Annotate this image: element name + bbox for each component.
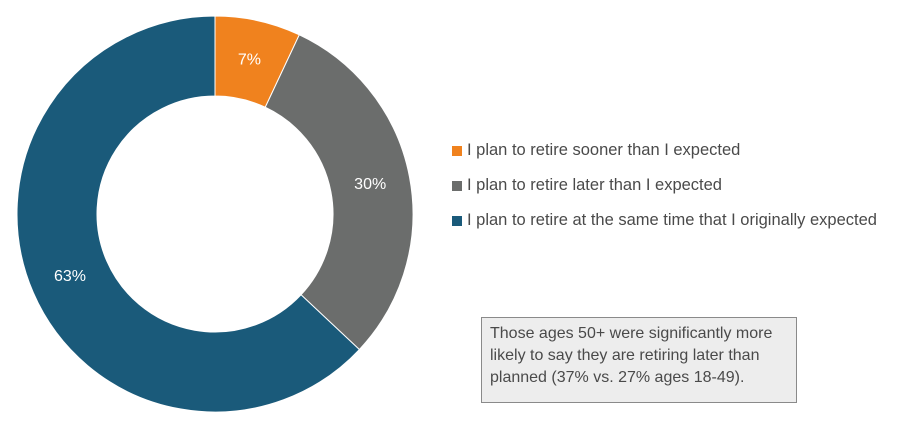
legend-swatch-later — [452, 180, 462, 191]
legend-swatch-sooner — [452, 145, 462, 156]
slice-labels: 7% 30% 63% — [54, 51, 386, 285]
legend-label-later: I plan to retire later than I expected — [467, 176, 722, 194]
slice-label-sooner: 7% — [238, 51, 261, 68]
legend-item-sooner: I plan to retire sooner than I expected — [452, 133, 877, 168]
slice-label-later: 30% — [354, 176, 386, 193]
slice-label-same-time: 63% — [54, 268, 86, 285]
donut-slices — [16, 15, 414, 413]
legend-swatch-same-time — [452, 215, 462, 226]
legend-label-same-time: I plan to retire at the same time that I… — [467, 211, 877, 229]
donut-chart: 7% 30% 63% — [16, 15, 414, 413]
donut-slice-same-time — [16, 15, 361, 413]
legend-label-sooner: I plan to retire sooner than I expected — [467, 141, 741, 159]
legend-item-later: I plan to retire later than I expected — [452, 168, 877, 203]
legend-item-same-time: I plan to retire at the same time that I… — [452, 203, 877, 238]
annotation-note: Those ages 50+ were significantly more l… — [481, 317, 797, 403]
chart-legend: I plan to retire sooner than I expected … — [452, 133, 877, 238]
donut-slice-later — [264, 34, 414, 351]
